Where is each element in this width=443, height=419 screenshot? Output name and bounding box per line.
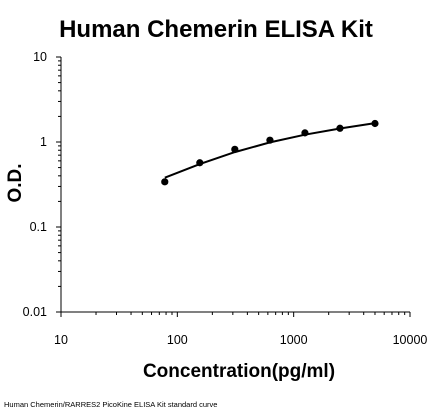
figure-caption: Human Chemerin/RARRES2 PicoKine ELISA Ki… (4, 400, 217, 409)
data-point (336, 124, 344, 132)
data-point (301, 129, 309, 137)
y-tick-label: 10 (33, 50, 47, 64)
data-point (161, 178, 169, 186)
y-tick-label: 0.1 (30, 220, 47, 234)
x-tick-label: 1000 (280, 333, 308, 347)
y-axis-title: O.D. (5, 163, 26, 202)
data-point (266, 136, 274, 144)
ticks-group (56, 56, 411, 317)
data-point (231, 145, 239, 153)
y-tick-label: 1 (40, 135, 47, 149)
x-axis-title: Concentration(pg/ml) (143, 361, 335, 382)
tick-labels-group: 0.01 0.1 1 10 10 100 1000 10000 (23, 50, 428, 347)
data-point (371, 119, 379, 128)
x-tick-label: 10 (54, 333, 68, 347)
plot-content (161, 119, 379, 186)
axes-group (60, 57, 410, 313)
x-tick-label: 100 (167, 333, 188, 347)
chart-title: Human Chemerin ELISA Kit (59, 16, 373, 43)
data-point (196, 159, 204, 167)
x-tick-label: 10000 (393, 333, 428, 347)
y-tick-label: 0.01 (23, 305, 47, 319)
fit-curve (164, 122, 376, 179)
